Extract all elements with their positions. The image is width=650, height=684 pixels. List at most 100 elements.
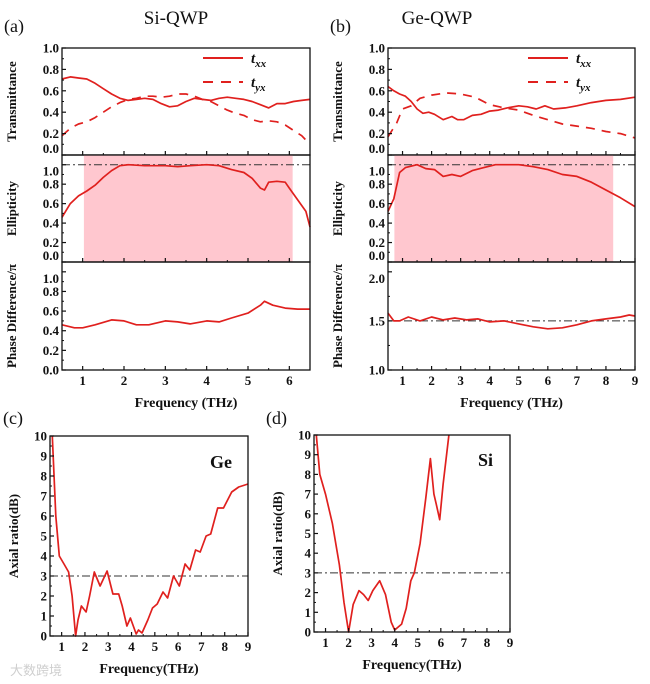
y-axis-label: Phase Difference/π xyxy=(4,264,19,368)
x-tick-label: 3 xyxy=(457,373,464,388)
x-tick-label: 4 xyxy=(486,373,493,388)
y-tick-label: 1 xyxy=(305,605,312,620)
y-axis-label: Axial ratio(dB) xyxy=(270,491,285,575)
y-tick-label: 0.0 xyxy=(369,141,385,156)
y-tick-label: 3 xyxy=(41,569,48,584)
y-tick-label: 0.8 xyxy=(369,62,386,77)
legend-symbol: t xyxy=(576,75,581,91)
x-tick-label: 9 xyxy=(632,373,639,388)
shaded-band xyxy=(83,155,293,262)
x-tick-label: 4 xyxy=(391,635,398,650)
y-tick-label: 3 xyxy=(305,565,312,580)
y-tick-label: 0.8 xyxy=(43,62,60,77)
series-line-txx xyxy=(387,85,636,121)
y-tick-label: 5 xyxy=(41,529,48,544)
shaded-band xyxy=(394,155,614,262)
legend-symbol: t xyxy=(251,51,256,67)
x-tick-label: 9 xyxy=(245,639,252,654)
series-line-tyx xyxy=(61,93,311,145)
y-tick-label: 0.0 xyxy=(43,363,59,378)
y-tick-label: 0.4 xyxy=(43,323,60,338)
legend-subscript: xx xyxy=(579,58,592,70)
x-tick-label: 2 xyxy=(428,373,435,388)
y-axis-label: Ellipticity xyxy=(4,181,19,236)
x-axis-label: Frequency (THz) xyxy=(460,396,563,411)
y-tick-label: 0.0 xyxy=(369,248,385,263)
y-tick-label: 0 xyxy=(305,625,312,640)
x-tick-label: 1 xyxy=(322,635,329,650)
y-tick-label: 8 xyxy=(305,467,312,482)
x-tick-label: 5 xyxy=(516,373,523,388)
legend-label: tyx xyxy=(576,75,591,94)
y-tick-label: 0.8 xyxy=(369,177,386,192)
y-tick-label: 1.0 xyxy=(369,164,385,179)
y-tick-label: 7 xyxy=(305,487,312,502)
plot-frame xyxy=(61,261,311,371)
subplot-a2: 0.00.2 0.4 0.6 0.81.0 Ellipticity xyxy=(4,154,311,263)
y-tick-label: 2 xyxy=(41,589,48,604)
y-tick-label: 1.5 xyxy=(369,313,386,328)
y-tick-label: 0.8 xyxy=(43,177,60,192)
x-tick-label: 4 xyxy=(203,373,210,388)
y-tick-label: 4 xyxy=(305,546,312,561)
legend-label: tyx xyxy=(251,75,266,94)
x-tick-label: 1 xyxy=(79,373,86,388)
y-tick-label: 9 xyxy=(305,447,312,462)
legend-symbol: t xyxy=(576,51,581,67)
y-tick-label: 0.2 xyxy=(369,235,385,250)
subplot-b3: 1 2 3 4 5 6 7 8 9 1.0 1.5 2.0 Phase Difference/π Freq… xyxy=(330,261,639,411)
watermark: 大数跨境 xyxy=(10,664,62,679)
y-tick-label: 2 xyxy=(305,585,312,600)
legend-label: txx xyxy=(576,51,592,70)
y-tick-label: 0.0 xyxy=(43,248,59,263)
legend-label: txx xyxy=(251,51,267,70)
y-tick-label: 6 xyxy=(41,509,48,524)
x-tick-label: 8 xyxy=(603,373,610,388)
material-label-si: Si xyxy=(478,450,493,470)
x-tick-label: 8 xyxy=(484,635,491,650)
x-axis-label: Frequency(THz) xyxy=(99,662,199,677)
legend-subscript: xx xyxy=(254,58,267,70)
series-line-Si xyxy=(315,434,450,633)
x-axis-label: Frequency(THz) xyxy=(362,658,462,673)
x-tick-label: 9 xyxy=(507,635,514,650)
y-tick-label: 0.4 xyxy=(43,105,60,120)
y-tick-label: 0.2 xyxy=(43,343,59,358)
y-tick-label: 0.2 xyxy=(43,235,59,250)
x-tick-label: 5 xyxy=(245,373,252,388)
y-tick-label: 10 xyxy=(34,429,47,444)
panel-label-a: (a) xyxy=(4,16,24,37)
y-tick-label: 5 xyxy=(305,526,312,541)
panel-label-c: (c) xyxy=(3,408,23,429)
x-tick-label: 6 xyxy=(286,373,293,388)
plots: 0.00.20.40.60.81.0Transmittancetxxtyx0.0… xyxy=(4,41,639,678)
series-line-ellipticity xyxy=(61,163,311,228)
x-tick-label: 5 xyxy=(415,635,422,650)
x-tick-label: 6 xyxy=(175,639,182,654)
y-axis-label: Axial ratio(dB) xyxy=(6,494,21,578)
x-tick-label: 2 xyxy=(121,373,128,388)
panel-label-d: (d) xyxy=(266,408,287,429)
legend-symbol: t xyxy=(251,75,256,91)
x-tick-label: 5 xyxy=(152,639,159,654)
x-tick-label: 2 xyxy=(82,639,89,654)
series-line-txx xyxy=(61,76,311,109)
x-tick-label: 1 xyxy=(58,639,65,654)
y-tick-label: 1.0 xyxy=(369,41,385,56)
y-tick-label: 0.6 xyxy=(43,83,60,98)
x-tick-label: 3 xyxy=(162,373,169,388)
x-tick-label: 6 xyxy=(438,635,445,650)
y-tick-label: 1.0 xyxy=(43,271,59,286)
y-tick-label: 0.2 xyxy=(43,126,59,141)
x-tick-label: 1 xyxy=(399,373,406,388)
y-tick-label: 9 xyxy=(41,449,48,464)
plot-frame xyxy=(387,261,636,371)
y-tick-label: 2.0 xyxy=(369,271,385,286)
y-tick-label: 0.4 xyxy=(369,216,386,231)
legend-subscript: yx xyxy=(578,82,591,94)
